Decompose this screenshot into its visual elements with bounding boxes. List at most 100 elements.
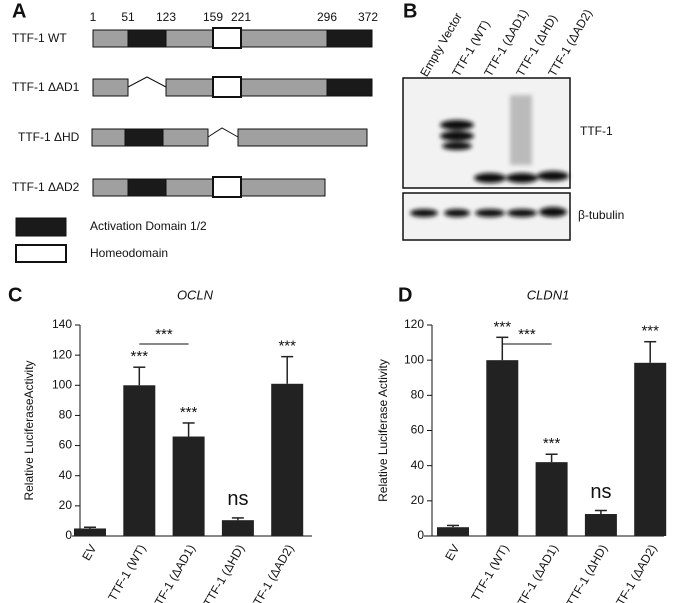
bar (123, 385, 156, 536)
band (440, 120, 474, 130)
x-tick-label: TTF-1 (ΔAD1) (511, 542, 561, 603)
band (474, 173, 506, 183)
position-label: 372 (358, 10, 378, 24)
construct-label: TTF-1 ΔAD1 (12, 80, 80, 94)
y-tick-label: 80 (411, 388, 425, 402)
band (475, 209, 505, 217)
y-tick-label: 60 (411, 423, 425, 437)
error-bar (594, 509, 607, 515)
band (444, 209, 470, 217)
activation-domain (124, 128, 164, 147)
error-bar (447, 524, 459, 528)
x-tick-label: TTF-1 (ΔAD2) (610, 542, 660, 603)
error-bar (84, 526, 96, 529)
homeodomain (212, 76, 242, 98)
panel-letter: D (398, 284, 412, 306)
error-bar (545, 453, 558, 463)
legend-swatch (15, 244, 67, 263)
activation-domain (326, 78, 373, 97)
y-axis-label: Relative LuciferaseActivity (22, 360, 36, 500)
y-tick-label: 0 (417, 528, 424, 542)
significance-label: ns (590, 481, 611, 503)
significance-label: *** (180, 404, 198, 421)
homeodomain (212, 176, 242, 198)
bar (221, 520, 254, 536)
band (442, 142, 472, 150)
legend-swatch (15, 217, 67, 237)
deletion (127, 76, 167, 88)
protein-bar (92, 78, 129, 97)
y-tick-label: 40 (59, 468, 73, 482)
position-label: 123 (156, 10, 176, 24)
error-bar (644, 340, 657, 363)
error-bar (496, 336, 509, 361)
panel-letter: A (12, 0, 26, 22)
blot (402, 77, 571, 241)
band (537, 171, 569, 181)
x-tick-label: TTF-1 (WT) (105, 542, 148, 603)
chart-title: OCLN (177, 287, 214, 302)
significance-label: *** (641, 323, 659, 340)
band-label: β-tubulin (578, 208, 624, 222)
position-label: 221 (231, 10, 251, 24)
band (440, 131, 474, 141)
x-tick-label: TTF-1 (ΔHD) (563, 542, 610, 603)
error-bar (281, 355, 294, 384)
y-axis-label: Relative Luciferase Activity (376, 359, 390, 502)
construct-label: TTF-1 ΔHD (18, 130, 80, 144)
band (539, 207, 567, 217)
significance-label: *** (494, 318, 512, 335)
error-bar (133, 366, 146, 386)
error-bar (231, 517, 244, 521)
bar (172, 436, 205, 536)
x-tick-label: EV (79, 542, 99, 563)
x-tick-label: TTF-1 (WT) (468, 542, 511, 603)
homeodomain (212, 27, 242, 49)
construct-label: TTF-1 WT (12, 31, 67, 45)
band (507, 209, 537, 217)
y-tick-label: 100 (52, 377, 72, 391)
x-tick-label: TTF-1 (ΔHD) (200, 542, 247, 603)
significance-label: *** (543, 435, 561, 452)
bar (535, 462, 568, 536)
x-tick-label: TTF-1 (ΔAD1) (148, 542, 198, 603)
band-label: TTF-1 (580, 124, 613, 138)
position-label: 296 (317, 10, 337, 24)
bar (584, 514, 617, 536)
x-tick-label: EV (442, 542, 462, 563)
legend-label: Homeodomain (90, 246, 168, 260)
y-tick-label: 140 (52, 317, 72, 331)
y-tick-label: 40 (411, 458, 425, 472)
chart-title: CLDN1 (527, 287, 570, 302)
comparison-label: *** (518, 326, 536, 343)
panel-letter: C (8, 284, 22, 306)
activation-domain (326, 29, 373, 48)
y-tick-label: 0 (65, 528, 72, 542)
bar (486, 360, 519, 536)
bar (74, 528, 106, 536)
deletion (207, 127, 239, 138)
blot-frame (402, 77, 571, 189)
band (506, 173, 538, 183)
significance-label: ns (227, 488, 248, 510)
y-tick-label: 80 (59, 408, 73, 422)
y-tick-label: 120 (52, 347, 72, 361)
bands (440, 95, 569, 183)
band (410, 209, 438, 217)
position-label: 51 (121, 10, 135, 24)
y-tick-label: 60 (59, 438, 73, 452)
activation-domain (127, 29, 167, 48)
domain-diagram (15, 27, 373, 263)
panel-letter: B (403, 0, 417, 22)
bar (271, 383, 304, 536)
protein-bar (237, 128, 368, 147)
construct-label: TTF-1 ΔAD2 (12, 180, 80, 194)
y-tick-label: 120 (404, 317, 424, 331)
position-label: 159 (203, 10, 223, 24)
significance-label: *** (131, 348, 149, 365)
smear (510, 95, 532, 165)
legend-label: Activation Domain 1/2 (90, 219, 207, 233)
position-label: 1 (90, 10, 97, 24)
y-tick-label: 20 (411, 493, 425, 507)
